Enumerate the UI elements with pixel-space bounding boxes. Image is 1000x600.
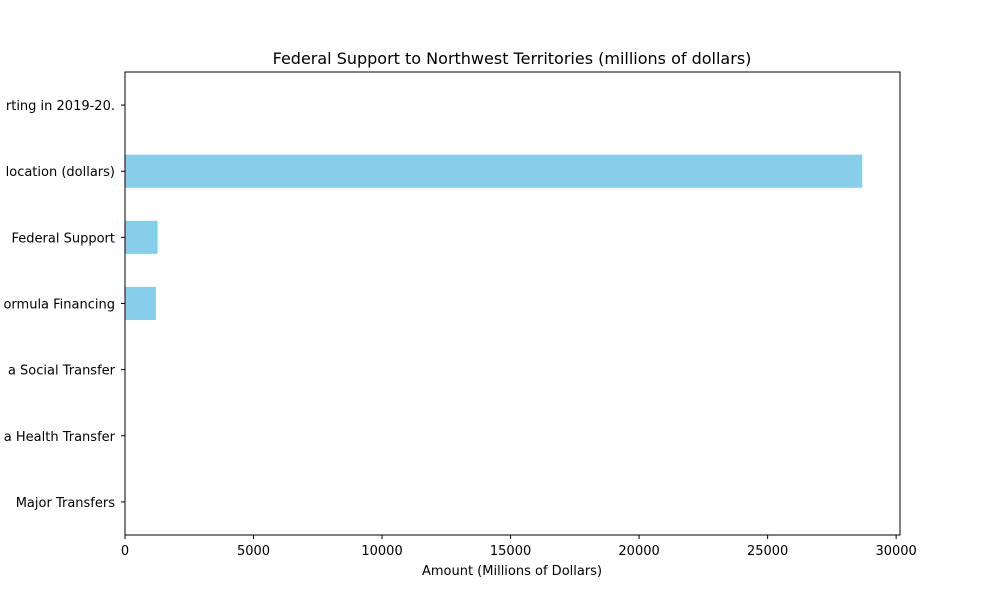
chart-title: Federal Support to Northwest Territories… — [273, 49, 752, 68]
y-tick-label: a Health Transfer — [4, 430, 116, 445]
x-tick-label: 30000 — [875, 544, 916, 559]
y-tick-label: a Social Transfer — [8, 364, 116, 379]
bar-group — [125, 154, 863, 321]
y-tick-label: Major Transfers — [16, 496, 115, 511]
x-tick-label: 20000 — [618, 544, 659, 559]
bar — [125, 286, 156, 321]
x-tick-label: 25000 — [747, 544, 788, 559]
x-tick-label: 5000 — [237, 544, 270, 559]
y-tick-label: rting in 2019-20. — [6, 99, 115, 114]
x-tick-label: 15000 — [490, 544, 531, 559]
y-tick-label: ormula Financing — [3, 298, 115, 313]
bar — [125, 220, 158, 254]
x-axis-ticks: 0 5000 10000 15000 20000 25000 30000 — [121, 535, 917, 559]
x-axis-label: Amount (Millions of Dollars) — [422, 564, 602, 579]
x-tick-label: 0 — [121, 544, 129, 559]
x-tick-label: 10000 — [361, 544, 402, 559]
bar — [125, 154, 863, 188]
plot-frame — [124, 71, 901, 536]
y-tick-label: Federal Support — [12, 231, 115, 246]
y-tick-label: location (dollars) — [6, 165, 115, 180]
y-axis-ticks: Major Transfers a Health Transfer a Social… — [3, 99, 125, 511]
